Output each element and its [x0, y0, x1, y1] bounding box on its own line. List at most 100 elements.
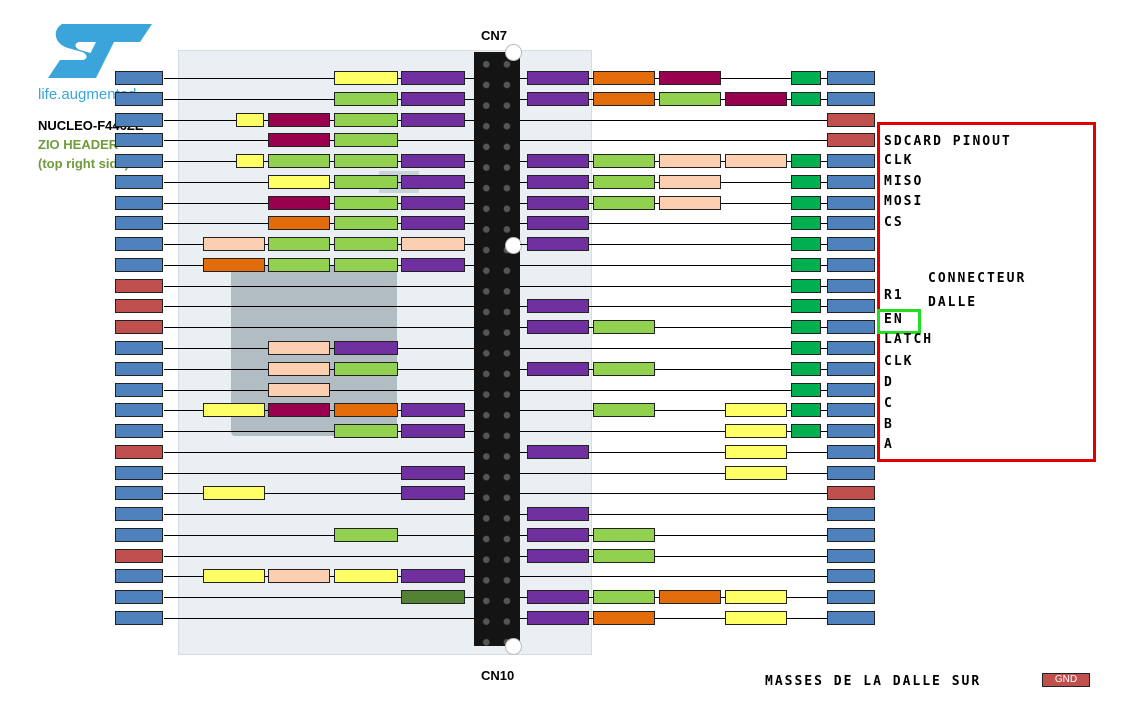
wire: [164, 98, 474, 100]
wire: [520, 472, 827, 474]
function-label: [401, 590, 465, 605]
sd-pinout-line: SDCARD PINOUT: [884, 134, 1012, 149]
pin-label: [115, 382, 163, 397]
pin-label: [827, 527, 875, 542]
function-label: [527, 444, 589, 459]
function-label: [401, 486, 465, 501]
pin-label: [827, 154, 875, 169]
function-label: [268, 341, 330, 355]
function-label: [527, 237, 589, 252]
wire: [520, 389, 827, 391]
function-label: [527, 91, 589, 106]
pin-label: [115, 611, 163, 626]
function-label: [527, 299, 589, 314]
dalle-pin-line: C: [884, 396, 894, 411]
function-label: [203, 403, 265, 418]
function-label: [593, 320, 655, 335]
board-subtitle-2: (top right side): [38, 156, 129, 171]
function-label: [334, 341, 398, 355]
function-label: [268, 154, 330, 169]
function-label: [401, 403, 465, 418]
function-label: [527, 71, 589, 85]
function-label: [527, 507, 589, 522]
wire: [520, 431, 827, 433]
dalle-pin-line: LATCH: [884, 332, 934, 347]
connector-label-top: CN7: [481, 28, 508, 43]
function-label: [268, 195, 330, 210]
sd-pinout-line: CS: [884, 215, 904, 230]
function-label: [268, 216, 330, 231]
pin-label: [827, 71, 875, 85]
pin-label: [115, 320, 163, 335]
function-label: [401, 257, 465, 272]
function-label: [401, 195, 465, 210]
wire: [164, 451, 474, 453]
wire: [164, 493, 474, 495]
dalle-pin-line: B: [884, 417, 894, 432]
arduino-pin-label: [791, 361, 821, 376]
wire: [164, 472, 474, 474]
function-label: [334, 569, 398, 584]
arduino-pin-label: [791, 195, 821, 210]
function-label: [268, 382, 330, 397]
function-label: [268, 569, 330, 584]
wire: [520, 327, 827, 329]
masses-note: MASSES DE LA DALLE SUR: [765, 674, 982, 689]
arduino-pin-label: [791, 91, 821, 106]
function-label: [527, 216, 589, 231]
arduino-pin-label: [791, 299, 821, 314]
function-label: [401, 91, 465, 106]
arduino-pin-label: [791, 382, 821, 397]
pin-label: [115, 278, 163, 293]
wire: [164, 555, 474, 557]
sd-pinout-line: MISO: [884, 174, 924, 189]
wire: [520, 534, 827, 536]
function-label: [334, 237, 398, 252]
function-label: [334, 257, 398, 272]
pin-label: [827, 320, 875, 335]
function-label: [725, 465, 787, 480]
function-label: [593, 174, 655, 189]
function-label: [334, 71, 398, 85]
function-label: [593, 154, 655, 169]
arduino-pin-label: [791, 320, 821, 335]
pin-label: [115, 527, 163, 542]
dalle-pin-line: R1: [884, 288, 904, 303]
function-label: [659, 195, 721, 210]
pin-header: [474, 52, 520, 646]
function-label: [334, 527, 398, 542]
function-label: [527, 611, 589, 626]
mounting-hole: [505, 44, 522, 61]
pin-label: [827, 486, 875, 501]
pin-label: [827, 465, 875, 480]
function-label: [203, 237, 265, 252]
wire: [164, 306, 474, 308]
function-label: [334, 91, 398, 106]
function-label: [725, 444, 787, 459]
pin-label: [115, 133, 163, 148]
pin-label: [827, 424, 875, 439]
function-label: [203, 486, 265, 501]
function-label: [659, 154, 721, 169]
function-label: [268, 257, 330, 272]
pin-label: [115, 154, 163, 169]
function-label: [593, 548, 655, 563]
pin-label: [827, 216, 875, 231]
pin-label: [115, 91, 163, 106]
pin-label: [115, 174, 163, 189]
function-label: [334, 361, 398, 376]
pin-label: [115, 112, 163, 127]
wire: [164, 514, 474, 516]
pin-label: [115, 195, 163, 210]
function-label: [334, 154, 398, 169]
function-label: [334, 424, 398, 439]
wire: [164, 78, 474, 79]
dalle-pin-line: CLK: [884, 354, 914, 369]
arduino-pin-label: [791, 257, 821, 272]
function-label: [334, 112, 398, 127]
wire: [164, 597, 474, 599]
dalle-pin-line: D: [884, 375, 894, 390]
pin-label: [827, 444, 875, 459]
connector-label-bottom: CN10: [481, 668, 515, 683]
function-label: [659, 91, 721, 106]
